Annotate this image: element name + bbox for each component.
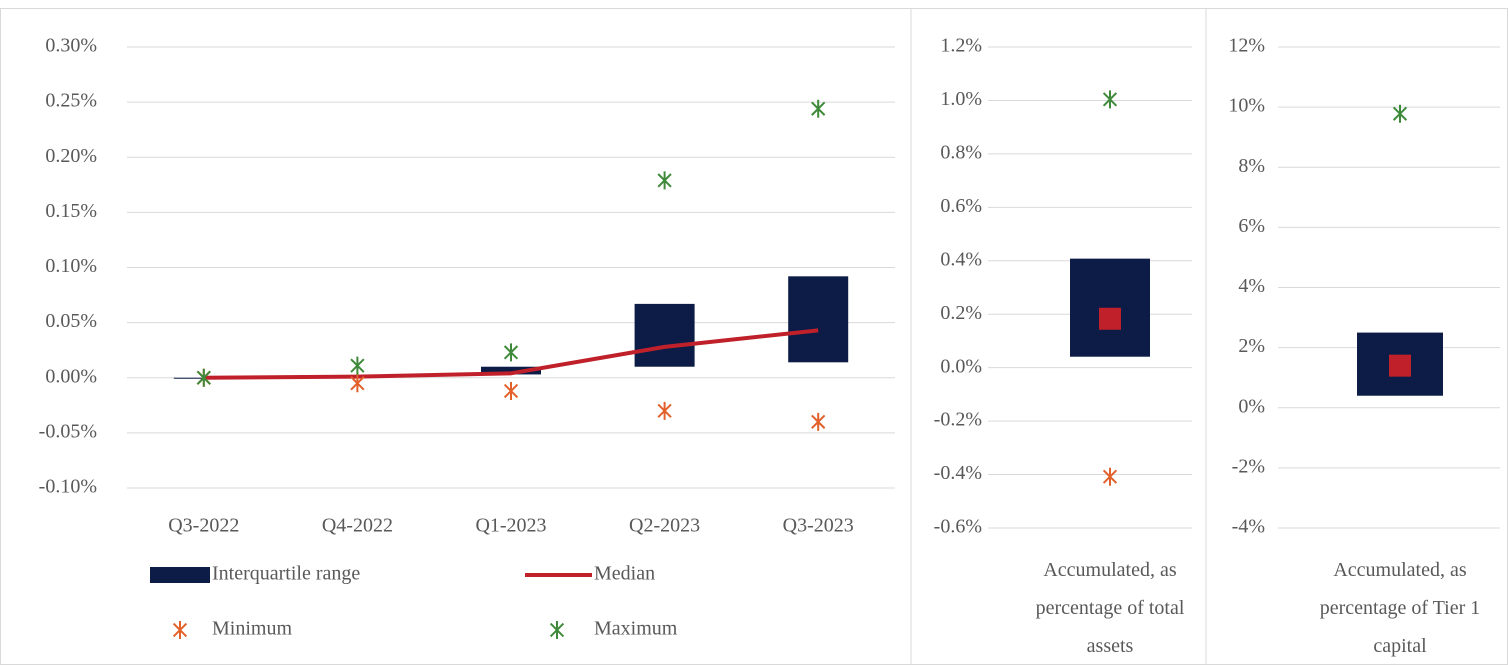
extreme-marker — [503, 343, 519, 362]
legend-swatch — [549, 621, 565, 639]
y-tick-label: -0.4% — [934, 462, 982, 484]
x-tick-label-box: Accumulated, as percentage of total asse… — [1035, 559, 1185, 657]
y-tick-label: -4% — [1232, 516, 1265, 538]
median-line — [203, 328, 819, 380]
x-tick-label: Q3-2022 — [168, 515, 239, 537]
extreme-marker — [196, 368, 211, 387]
extreme-marker — [1102, 90, 1118, 109]
legend-label: Minimum — [212, 618, 292, 640]
iqr-box — [1070, 258, 1150, 357]
y-tick-label: 10% — [1228, 95, 1265, 117]
y-tick-label: 0.25% — [45, 90, 97, 112]
y-tick-label: 4% — [1238, 275, 1265, 297]
y-tick-label: -0.05% — [39, 420, 97, 442]
extreme-marker — [1392, 104, 1408, 123]
legend-swatch — [172, 621, 188, 639]
x-tick-label-box: Accumulated, as percentage of Tier 1 cap… — [1319, 559, 1481, 657]
y-tick-label: 0.15% — [45, 200, 97, 222]
y-tick-label: 0.8% — [940, 141, 982, 163]
y-tick-label: 12% — [1228, 35, 1265, 57]
y-tick-label: 0.10% — [45, 255, 97, 277]
extreme-marker — [811, 99, 826, 118]
legend-label: Interquartile range — [212, 563, 360, 585]
extreme-marker — [350, 356, 365, 375]
y-tick-label: 2% — [1238, 335, 1265, 357]
iqr-box — [481, 366, 541, 375]
iqr-box — [634, 303, 695, 367]
x-tick-label: Q2-2023 — [629, 515, 700, 537]
x-tick-label: Accumulated, as percentage of total asse… — [1035, 559, 1185, 657]
y-tick-label: 6% — [1238, 215, 1265, 237]
y-tick-label: 0.05% — [45, 310, 97, 332]
legend-label: Maximum — [594, 618, 678, 640]
y-tick-label: 0% — [1238, 395, 1265, 417]
extreme-marker — [657, 171, 672, 190]
extreme-marker — [1102, 467, 1118, 486]
y-tick-label: 0.30% — [45, 35, 97, 57]
y-tick-label: 8% — [1238, 155, 1265, 177]
y-tick-label: -0.10% — [39, 476, 97, 498]
y-tick-label: -0.2% — [934, 409, 982, 431]
extreme-marker — [503, 381, 519, 400]
y-tick-label: 0.00% — [45, 365, 97, 387]
x-tick-label: Accumulated, as percentage of Tier 1 cap… — [1319, 559, 1481, 657]
extreme-marker — [657, 401, 672, 420]
y-tick-label: -2% — [1232, 455, 1265, 477]
y-tick-label: 1.0% — [940, 88, 982, 110]
median-marker — [1099, 307, 1121, 330]
y-tick-label: 0.4% — [940, 248, 982, 270]
y-tick-label: -0.6% — [934, 516, 982, 538]
x-tick-label: Q4-2022 — [322, 515, 393, 537]
median-marker — [1389, 354, 1411, 377]
extreme-marker — [350, 374, 365, 393]
y-tick-label: 1.2% — [940, 35, 982, 57]
y-tick-label: 0.6% — [940, 195, 982, 217]
legend-label: Median — [594, 563, 655, 585]
y-tick-label: 0.0% — [940, 355, 982, 377]
x-tick-label: Q1-2023 — [475, 515, 546, 537]
y-tick-label: 0.20% — [45, 145, 97, 167]
y-tick-label: 0.2% — [940, 302, 982, 324]
x-tick-label: Q3-2023 — [783, 515, 854, 537]
legend-swatch — [150, 567, 210, 583]
iqr-box — [788, 276, 849, 363]
extreme-marker — [811, 412, 826, 431]
